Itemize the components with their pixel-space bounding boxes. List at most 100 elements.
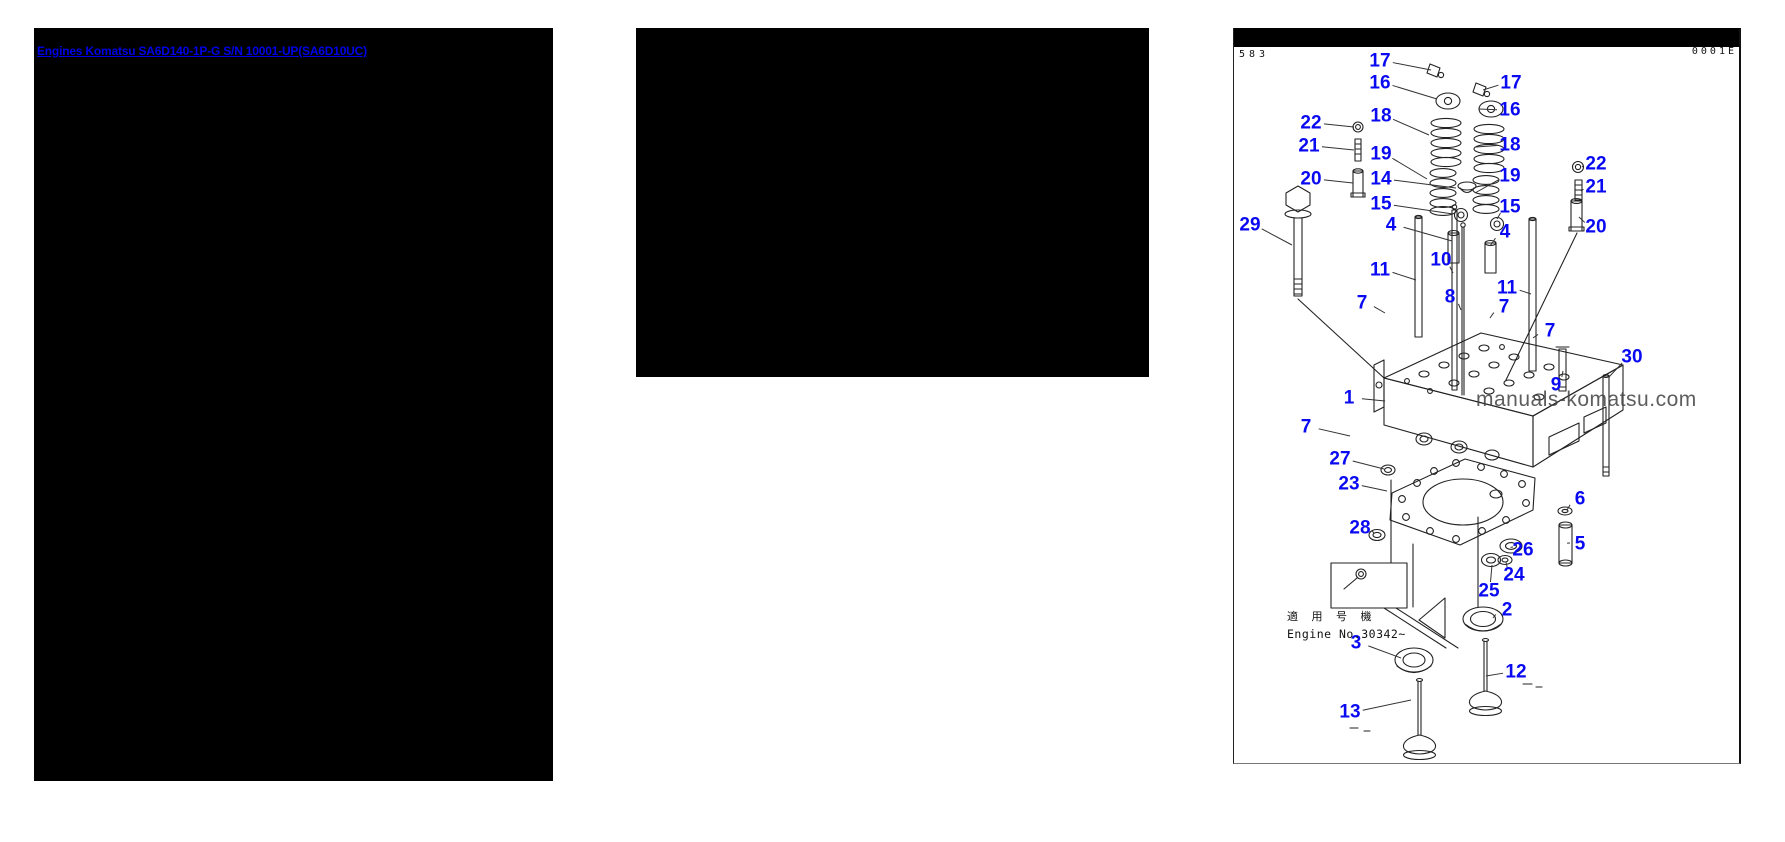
callout-leader-line xyxy=(1361,485,1388,492)
callout-leader-line xyxy=(1478,108,1498,111)
valve-cotter-b-drawing xyxy=(1472,82,1491,98)
callout-leader-line xyxy=(1321,146,1355,151)
callout-number-6: 6 xyxy=(1575,489,1586,510)
page-code-left: 583 xyxy=(1239,49,1270,60)
callout-leader-line xyxy=(1392,84,1438,100)
callout-leader-line xyxy=(1482,84,1499,91)
callout-number-26: 26 xyxy=(1512,540,1533,561)
ring-25-drawing xyxy=(1480,552,1502,568)
rod-drawing xyxy=(1414,204,1537,396)
callout-leader-line xyxy=(1608,362,1623,378)
callout-number-27: 27 xyxy=(1329,449,1350,470)
applicability-engine-no: Engine No.30342~ xyxy=(1287,627,1406,641)
callout-leader-line xyxy=(1392,62,1432,71)
callout-number-2: 2 xyxy=(1502,600,1513,621)
callout-leader-line xyxy=(1492,614,1497,619)
callout-leader-line xyxy=(1489,312,1495,319)
callout-leader-line xyxy=(1474,179,1499,194)
callout-number-19: 19 xyxy=(1499,166,1520,187)
parts-line-art xyxy=(1284,63,1624,761)
callout-leader-line xyxy=(1496,212,1501,220)
callout-number-21: 21 xyxy=(1298,136,1320,157)
callout-number-1: 1 xyxy=(1344,388,1355,409)
callout-number-25: 25 xyxy=(1478,581,1500,602)
callout-leader-line xyxy=(1532,334,1539,339)
callout-leader-line xyxy=(1373,306,1386,314)
callout-number-14: 14 xyxy=(1370,169,1392,190)
callout-leader-line xyxy=(1361,398,1386,402)
callout-number-20: 20 xyxy=(1300,169,1321,190)
callout-leader-line xyxy=(1368,645,1402,659)
nut-right-drawing xyxy=(1571,160,1585,174)
callout-leader-line xyxy=(1352,460,1385,470)
callout-leader-line xyxy=(1362,699,1412,711)
callout-leader-line xyxy=(1457,303,1462,311)
valve-13-drawing xyxy=(1402,677,1437,761)
callout-leader-line xyxy=(1581,165,1584,168)
callout-leader-line xyxy=(1566,504,1571,511)
callout-leader-line xyxy=(1561,370,1564,378)
callout-number-28: 28 xyxy=(1349,518,1370,539)
callout-number-24: 24 xyxy=(1503,565,1525,586)
page-code-right: 0001E xyxy=(1691,46,1737,57)
callout-leader-line xyxy=(1489,564,1493,583)
construction-line xyxy=(1412,516,1479,608)
callout-leader-line xyxy=(1580,188,1584,192)
ring-24-drawing xyxy=(1497,554,1513,566)
callout-number-22: 22 xyxy=(1585,154,1606,175)
callout-number-20: 20 xyxy=(1585,217,1606,238)
valve-seal-a-drawing xyxy=(1453,207,1469,223)
callout-number-18: 18 xyxy=(1499,135,1520,156)
callout-number-22: 22 xyxy=(1300,113,1321,134)
callout-leader-line xyxy=(1449,266,1454,274)
callout-leader-line xyxy=(1475,145,1498,148)
callout-number-23: 23 xyxy=(1338,474,1359,495)
construction-line xyxy=(1383,607,1459,649)
valve-guide-a-drawing xyxy=(1447,229,1460,264)
callout-leader-line xyxy=(1261,228,1293,246)
parts-diagram-panel: 583 0001E manuals-komatsu.com 適 用 号 機 En… xyxy=(1233,28,1741,764)
applicability-note: 適 用 号 機 Engine No.30342~ xyxy=(1287,608,1406,641)
callout-number-18: 18 xyxy=(1370,106,1391,127)
left-image-placeholder xyxy=(34,28,553,781)
callout-number-4: 4 xyxy=(1386,215,1397,236)
nut-left-drawing xyxy=(1352,121,1364,133)
callout-number-7: 7 xyxy=(1499,297,1510,318)
callout-leader-line xyxy=(1323,123,1355,128)
callout-leader-line xyxy=(1393,179,1457,189)
valve-12-drawing xyxy=(1468,637,1503,717)
tick-marks xyxy=(1349,683,1543,732)
callout-number-7: 7 xyxy=(1301,417,1312,438)
valve-seal-b-drawing xyxy=(1489,216,1505,232)
callout-leader-line xyxy=(1485,672,1504,677)
callout-leader-line xyxy=(1403,226,1453,242)
callout-number-9: 9 xyxy=(1551,375,1562,396)
flag-marker-drawing xyxy=(1418,597,1446,639)
valve-spring-outer-a-drawing xyxy=(1430,117,1462,168)
valve-spring-inner-a-drawing xyxy=(1429,168,1457,216)
parts-catalog-link[interactable]: Engines Komatsu SA6D140-1P-G S/N 10001-U… xyxy=(37,44,367,58)
valve-spring-outer-b-drawing xyxy=(1473,123,1505,174)
callout-number-19: 19 xyxy=(1370,144,1391,165)
callout-leader-line xyxy=(1323,179,1354,184)
callout-leader-line xyxy=(1392,271,1417,281)
callout-number-21: 21 xyxy=(1585,177,1607,198)
callout-number-15: 15 xyxy=(1370,194,1392,215)
callout-number-15: 15 xyxy=(1499,197,1521,218)
callout-leader-line xyxy=(1392,118,1430,136)
callout-number-11: 11 xyxy=(1370,260,1391,281)
sleeve-left-drawing xyxy=(1350,168,1366,198)
grommet-27-drawing xyxy=(1380,464,1396,476)
middle-image-placeholder xyxy=(636,28,1149,377)
cap-3-drawing xyxy=(1394,647,1434,674)
callout-leader-line xyxy=(1393,204,1454,215)
bolt-9-drawing xyxy=(1555,346,1570,392)
callout-leader-line xyxy=(1318,428,1351,437)
callout-number-4: 4 xyxy=(1500,222,1511,243)
callout-number-8: 8 xyxy=(1445,287,1456,308)
callout-number-30: 30 xyxy=(1621,347,1642,368)
callout-leader-line xyxy=(1519,289,1532,295)
watermark-text: manuals-komatsu.com xyxy=(1476,388,1697,411)
callout-leader-line xyxy=(1371,530,1375,534)
